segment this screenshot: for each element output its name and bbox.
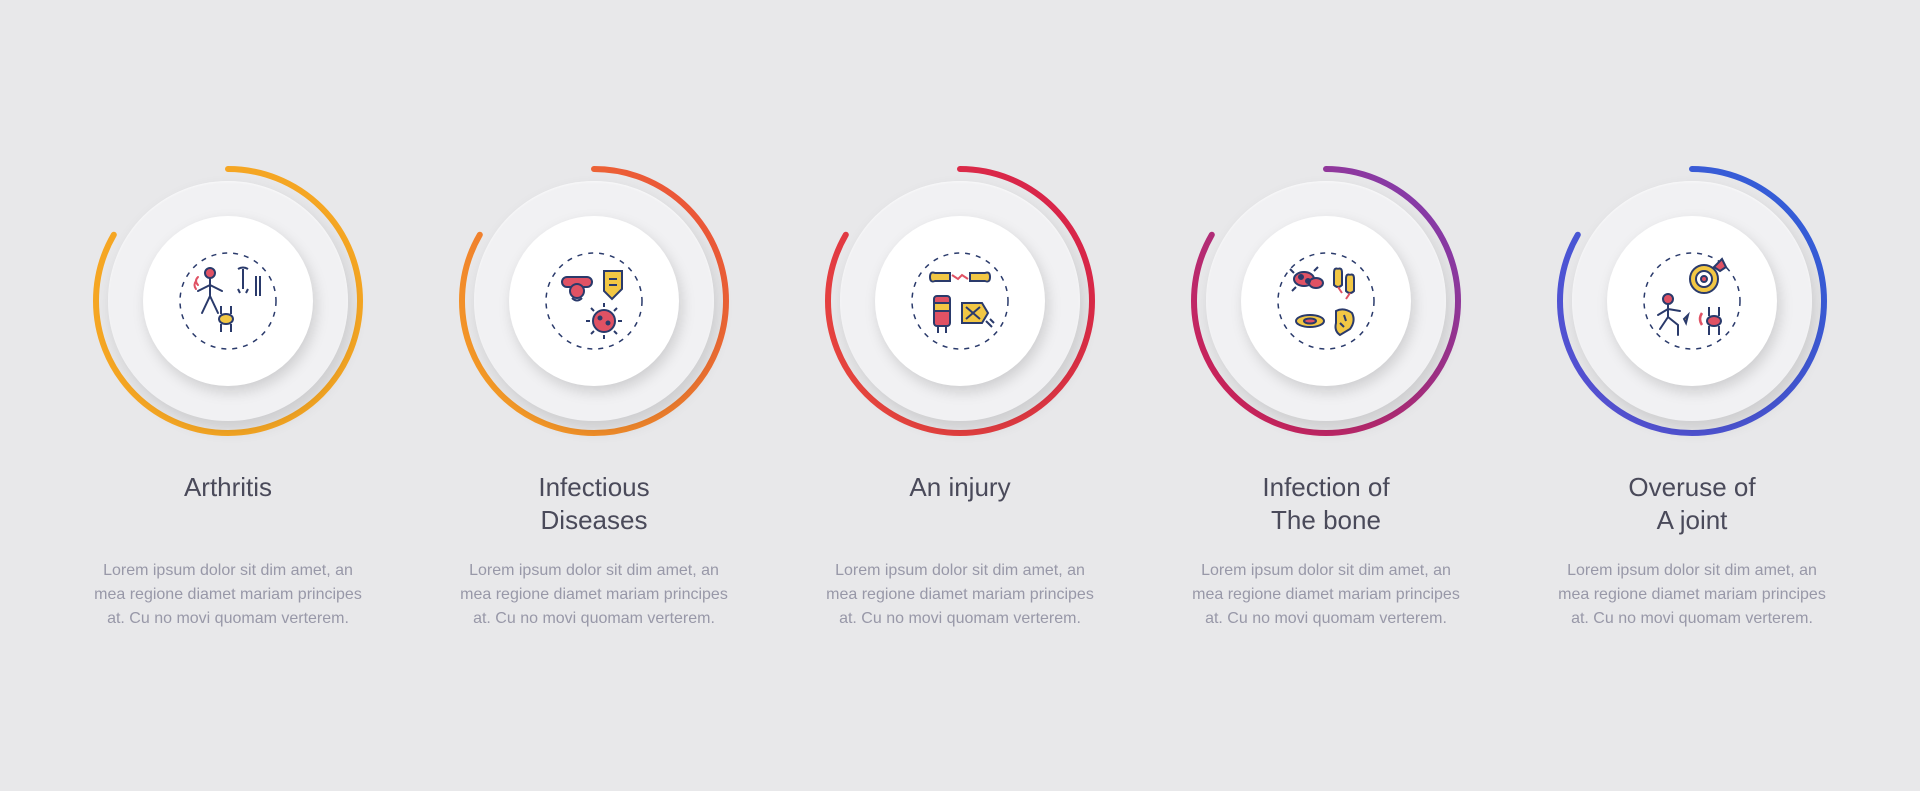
item-title: Arthritis (184, 471, 272, 539)
inner-disc (509, 216, 679, 386)
infectious-icon (534, 241, 654, 361)
injury-icon (900, 241, 1020, 361)
circle-wrap (1186, 161, 1466, 441)
item-overuse-of-a-joint: Overuse of A joint Lorem ipsum dolor sit… (1524, 161, 1860, 631)
overuse-icon (1632, 241, 1752, 361)
circle-wrap (1552, 161, 1832, 441)
item-infectious-diseases: Infectious Diseases Lorem ipsum dolor si… (426, 161, 762, 631)
circle-wrap (88, 161, 368, 441)
item-body: Lorem ipsum dolor sit dim amet, an mea r… (88, 559, 368, 631)
inner-disc (143, 216, 313, 386)
item-arthritis: Arthritis Lorem ipsum dolor sit dim amet… (60, 161, 396, 631)
arthritis-icon (168, 241, 288, 361)
infographic-root: Arthritis Lorem ipsum dolor sit dim amet… (60, 161, 1860, 631)
item-infection-of-the-bone: Infection of The bone Lorem ipsum dolor … (1158, 161, 1494, 631)
item-body: Lorem ipsum dolor sit dim amet, an mea r… (454, 559, 734, 631)
item-title: Infection of The bone (1262, 471, 1389, 539)
item-body: Lorem ipsum dolor sit dim amet, an mea r… (1552, 559, 1832, 631)
item-title: Infectious Diseases (538, 471, 649, 539)
item-body: Lorem ipsum dolor sit dim amet, an mea r… (1186, 559, 1466, 631)
inner-disc (1241, 216, 1411, 386)
bone-infection-icon (1266, 241, 1386, 361)
inner-disc (875, 216, 1045, 386)
item-title: Overuse of A joint (1628, 471, 1755, 539)
circle-wrap (454, 161, 734, 441)
item-title: An injury (909, 471, 1010, 539)
item-body: Lorem ipsum dolor sit dim amet, an mea r… (820, 559, 1100, 631)
item-an-injury: An injury Lorem ipsum dolor sit dim amet… (792, 161, 1128, 631)
inner-disc (1607, 216, 1777, 386)
circle-wrap (820, 161, 1100, 441)
